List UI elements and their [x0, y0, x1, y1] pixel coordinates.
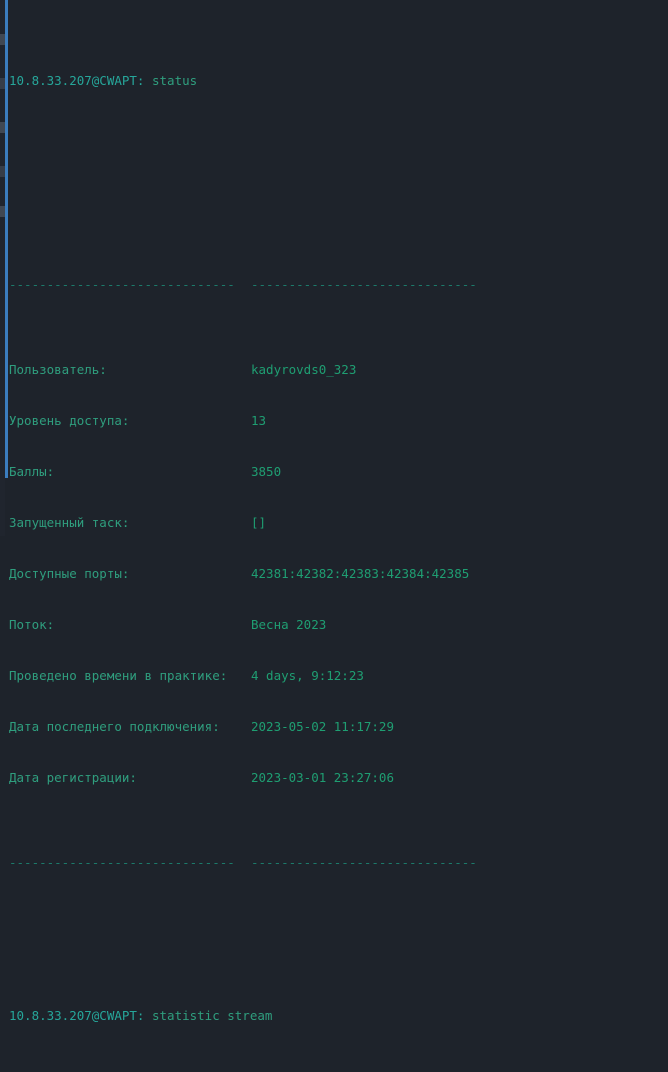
terminal-window: 10.8.33.207@CWAPT: status --------------… [0, 0, 668, 1023]
status-row-value: 2023-03-01 23:27:06 [251, 770, 394, 785]
prompt-host: 10.8.33.207@CWAPT: [9, 1008, 145, 1023]
status-row-label: Поток: [9, 617, 55, 632]
status-row-label: Дата последнего подключения: [9, 719, 220, 734]
search-icon[interactable] [0, 78, 5, 89]
status-rule-bottom: ------------------------------ ----------… [9, 854, 668, 871]
source-control-icon[interactable] [0, 122, 5, 133]
status-row-label: Баллы: [9, 464, 55, 479]
status-row: Поток: Весна 2023 [9, 616, 668, 633]
prompt-line-statistic: 10.8.33.207@CWAPT: statistic stream [9, 1007, 668, 1024]
status-row: Пользователь: kadyrovds0_323 [9, 361, 668, 378]
status-rule-top: ------------------------------ ----------… [9, 276, 668, 293]
prompt-space [144, 73, 152, 88]
status-rule-right: ------------------------------ [251, 855, 477, 870]
status-rule-left: ------------------------------ [9, 855, 235, 870]
status-row-label: Доступные порты: [9, 566, 130, 581]
prompt-command: status [152, 73, 198, 88]
status-row: Уровень доступа: 13 [9, 412, 668, 429]
status-row: Проведено времени в практике: 4 days, 9:1… [9, 667, 668, 684]
activity-bar[interactable] [0, 0, 5, 536]
status-row: Баллы: 3850 [9, 463, 668, 480]
spacer [9, 922, 668, 939]
status-row-value: 4 days, 9:12:23 [251, 668, 364, 683]
status-row-value: Весна 2023 [251, 617, 327, 632]
status-row: Дата регистрации: 2023-03-01 23:27:06 [9, 769, 668, 786]
status-row-value: kadyrovds0_323 [251, 362, 357, 377]
status-row-value: 3850 [251, 464, 282, 479]
debug-icon[interactable] [0, 166, 5, 177]
prompt-command: statistic stream [152, 1008, 273, 1023]
terminal-accent-bar [5, 0, 8, 478]
spacer [9, 140, 668, 157]
status-row-value: [] [251, 515, 267, 530]
status-row-label: Пользователь: [9, 362, 107, 377]
prompt-space [144, 1008, 152, 1023]
status-row-value: 42381:42382:42383:42384:42385 [251, 566, 470, 581]
prompt-host: 10.8.33.207@CWAPT: [9, 73, 145, 88]
status-row-label: Запущенный таск: [9, 515, 130, 530]
status-row-value: 13 [251, 413, 267, 428]
prompt-line-status: 10.8.33.207@CWAPT: status [9, 72, 668, 89]
status-row-label: Дата регистрации: [9, 770, 137, 785]
status-rule-right: ------------------------------ [251, 277, 477, 292]
spacer [9, 191, 668, 208]
extensions-icon[interactable] [0, 206, 5, 217]
status-row: Доступные порты: 42381:42382:42383:42384:… [9, 565, 668, 582]
status-row-label: Уровень доступа: [9, 413, 130, 428]
files-icon[interactable] [0, 34, 5, 45]
status-row: Дата последнего подключения: 2023-05-02 1… [9, 718, 668, 735]
status-row-value: 2023-05-02 11:17:29 [251, 719, 394, 734]
terminal-output[interactable]: 10.8.33.207@CWAPT: status --------------… [8, 0, 668, 1023]
status-rule-left: ------------------------------ [9, 277, 235, 292]
status-row-label: Проведено времени в практике: [9, 668, 228, 683]
status-row: Запущенный таск: [] [9, 514, 668, 531]
